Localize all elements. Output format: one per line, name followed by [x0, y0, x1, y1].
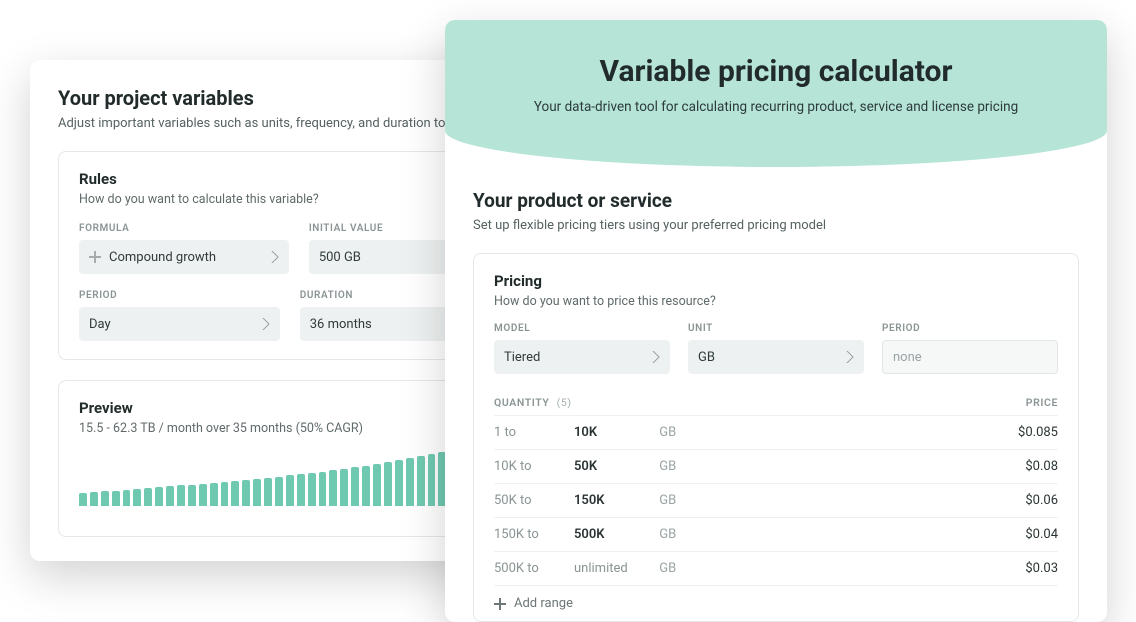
tier-header: QUANTITY (5) PRICE	[494, 396, 1058, 415]
chart-bar	[406, 458, 414, 506]
pricing-subtitle: How do you want to price this resource?	[494, 294, 1058, 309]
model-value: Tiered	[504, 350, 540, 365]
chart-bar	[231, 481, 239, 507]
chart-bar	[242, 480, 250, 507]
chart-bar	[428, 454, 436, 506]
tier-list: 1 to10K GB$0.08510K to50K GB$0.0850K to1…	[494, 415, 1058, 585]
chart-bar	[123, 490, 131, 507]
chart-bar	[308, 473, 316, 506]
chart-bar	[155, 487, 163, 506]
product-subtitle: Set up flexible pricing tiers using your…	[473, 218, 1079, 233]
model-label: MODEL	[494, 323, 670, 334]
tier-price: $0.08	[978, 459, 1058, 474]
tier-from: 150K to	[494, 527, 574, 542]
tier-price: $0.085	[978, 425, 1058, 440]
price-header: PRICE	[988, 396, 1058, 409]
period-select-left[interactable]: Day	[79, 307, 280, 341]
formula-value: Compound growth	[109, 250, 216, 265]
chart-bar	[112, 491, 120, 507]
tier-to: 500K	[574, 527, 654, 542]
chart-bar	[362, 466, 370, 507]
quantity-header: QUANTITY	[494, 396, 549, 409]
tier-row[interactable]: 10K to50K GB $0.08	[494, 449, 1058, 483]
tier-from: 10K to	[494, 459, 574, 474]
chart-bar	[329, 470, 337, 506]
unit-select[interactable]: GB	[688, 340, 864, 374]
chart-bar	[384, 462, 392, 506]
tier-to: 50K	[574, 459, 654, 474]
period-value-left: Day	[89, 317, 111, 332]
chart-bar	[188, 485, 196, 507]
tier-to: 10K	[574, 425, 654, 440]
add-range-button[interactable]: Add range	[494, 585, 1058, 621]
chart-bar	[144, 488, 152, 506]
tier-price: $0.04	[978, 527, 1058, 542]
tier-unit: GB	[656, 493, 676, 508]
period-input[interactable]: none	[882, 340, 1058, 374]
tier-row[interactable]: 500K tounlimited GB $0.03	[494, 551, 1058, 585]
chart-bar	[221, 482, 229, 507]
tier-to: unlimited	[574, 561, 654, 576]
chart-bar	[275, 477, 283, 507]
tier-from: 500K to	[494, 561, 574, 576]
period-label-left: PERIOD	[79, 290, 280, 301]
tier-unit: GB	[656, 459, 676, 474]
initial-value: 500 GB	[319, 250, 361, 265]
chart-bar	[373, 464, 381, 506]
chart-bar	[90, 492, 98, 506]
chart-bar	[351, 467, 359, 506]
chart-bar	[101, 491, 109, 506]
tier-unit: GB	[656, 425, 676, 440]
pricing-title: Pricing	[494, 272, 1058, 290]
tier-price: $0.03	[978, 561, 1058, 576]
tier-unit: GB	[656, 527, 676, 542]
tier-to: 150K	[574, 493, 654, 508]
period-value: none	[893, 350, 922, 365]
tier-row[interactable]: 1 to10K GB $0.085	[494, 415, 1058, 449]
branch-icon	[89, 251, 101, 263]
tier-from: 1 to	[494, 425, 574, 440]
chart-bar	[417, 456, 425, 506]
formula-select[interactable]: Compound growth	[79, 240, 289, 274]
duration-value: 36 months	[310, 317, 372, 332]
plus-icon	[494, 598, 506, 610]
chart-bar	[319, 472, 327, 507]
chart-bar	[253, 479, 261, 507]
chart-bar	[210, 483, 218, 507]
tier-row[interactable]: 150K to500K GB $0.04	[494, 517, 1058, 551]
hero-subtitle: Your data-driven tool for calculating re…	[475, 99, 1077, 115]
period-label-right: PERIOD	[882, 323, 1058, 334]
add-range-label: Add range	[514, 596, 573, 611]
pricing-panel: Pricing How do you want to price this re…	[473, 253, 1079, 622]
chart-bar	[395, 460, 403, 506]
pricing-calculator-card: Variable pricing calculator Your data-dr…	[445, 20, 1107, 622]
quantity-count: (5)	[557, 396, 572, 409]
chart-bar	[133, 489, 141, 507]
tier-from: 50K to	[494, 493, 574, 508]
tier-price: $0.06	[978, 493, 1058, 508]
tier-unit: GB	[656, 561, 676, 576]
chart-bar	[177, 485, 185, 506]
unit-value: GB	[698, 350, 715, 365]
chart-bar	[166, 486, 174, 506]
chart-bar	[340, 469, 348, 507]
chart-bar	[79, 493, 87, 506]
chart-bar	[286, 475, 294, 506]
tier-row[interactable]: 50K to150K GB $0.06	[494, 483, 1058, 517]
chart-bar	[264, 478, 272, 507]
model-select[interactable]: Tiered	[494, 340, 670, 374]
formula-label: FORMULA	[79, 223, 289, 234]
hero-title: Variable pricing calculator	[475, 54, 1077, 89]
preview-chart	[79, 450, 457, 506]
hero-banner: Variable pricing calculator Your data-dr…	[445, 20, 1107, 167]
chart-bar	[199, 484, 207, 507]
product-title: Your product or service	[473, 189, 1079, 212]
unit-label: UNIT	[688, 323, 864, 334]
chart-bar	[297, 474, 305, 506]
